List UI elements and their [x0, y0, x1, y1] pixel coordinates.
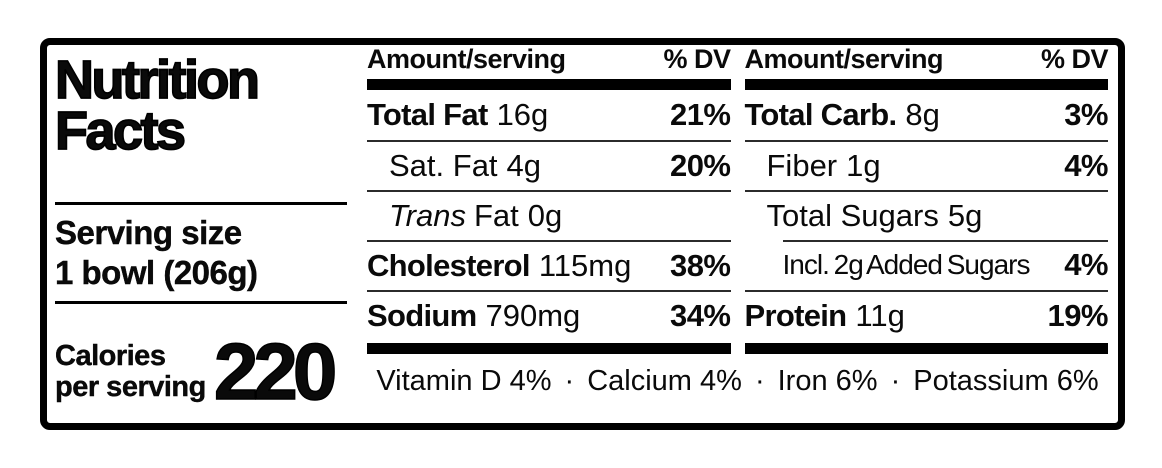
nutrient-amount: 5g: [947, 198, 983, 233]
nutrient-name-italic: Trans: [389, 198, 466, 233]
nutrient-amount: 8g: [905, 97, 940, 132]
column-header: Amount/serving % DV: [744, 44, 1109, 90]
dot-separator: ·: [890, 364, 901, 397]
nutrient-amount: 0g: [527, 198, 563, 233]
calories-label-line1: Calories: [55, 340, 166, 373]
nutrient-amount: 16g: [496, 97, 549, 132]
divider: [55, 301, 347, 305]
column-header: Amount/serving % DV: [367, 44, 731, 90]
calories-value: 220: [213, 327, 338, 417]
nutrient-amount: 790mg: [485, 298, 581, 333]
row-protein: Protein 11g 19%: [744, 290, 1108, 340]
micronutrient-name: Potassium: [913, 364, 1049, 397]
nutrient-column-1: Amount/serving % DV Total Fat 16g 21% Sa…: [367, 44, 731, 354]
nutrient-dv: 4%: [1064, 148, 1108, 183]
nutrient-dv: 34%: [669, 298, 731, 333]
nutrient-name: Total Carb.: [744, 97, 898, 132]
nutrient-amount: 11g: [855, 298, 905, 333]
micronutrient-dv: 6%: [835, 364, 878, 397]
micronutrient-potassium: Potassium 6%: [913, 365, 1098, 398]
micronutrients-row: Vitamin D 4% · Calcium 4% · Iron 6% · Po…: [367, 354, 1108, 408]
micronutrient-name: Iron: [777, 364, 828, 397]
label-title-line2: Facts: [54, 101, 187, 162]
amount-serving-header: Amount/serving: [744, 44, 944, 74]
nutrition-facts-label: Nutrition Facts Serving size 1 bowl (206…: [40, 38, 1125, 430]
micronutrient-dv: 4%: [700, 364, 742, 397]
nutrient-name: Fat: [473, 198, 519, 233]
label-left-section: Nutrition Facts Serving size 1 bowl (206…: [54, 45, 347, 423]
serving-size-block: Serving size 1 bowl (206g): [55, 213, 347, 294]
nutrient-dv: 21%: [669, 97, 731, 132]
micronutrient-iron: Iron 6%: [778, 365, 878, 398]
micronutrient-dv: 6%: [1056, 364, 1099, 397]
micronutrient-name: Vitamin D: [376, 364, 502, 397]
nutrient-column-2: Amount/serving % DV Total Carb. 8g 3% Fi…: [744, 44, 1109, 354]
amount-serving-header: Amount/serving: [367, 44, 566, 74]
serving-size-value: 1 bowl (206g): [55, 253, 258, 291]
label-title-line1: Nutrition: [54, 50, 261, 110]
nutrient-dv: 3%: [1064, 97, 1108, 132]
divider: [55, 201, 347, 205]
nutrient-name: Sat. Fat: [389, 148, 498, 183]
nutrient-name: Protein: [744, 298, 848, 333]
nutrient-dv: 20%: [669, 148, 731, 183]
calories-block: Calories per serving 220: [55, 327, 347, 417]
row-sat-fat: Sat. Fat 4g 20%: [367, 140, 731, 190]
nutrient-dv: 4%: [1064, 247, 1108, 282]
nutrient-name: Incl. 2g Added Sugars: [782, 249, 1031, 280]
nutrient-dv: 38%: [669, 248, 731, 283]
dot-separator: ·: [564, 364, 575, 397]
micronutrient-calcium: Calcium 4%: [587, 365, 742, 398]
calories-label-line2: per serving: [55, 371, 207, 404]
dv-header: % DV: [663, 44, 731, 74]
nutrient-columns: Amount/serving % DV Total Fat 16g 21% Sa…: [367, 44, 1109, 354]
nutrient-name: Cholesterol: [367, 248, 531, 283]
micronutrient-vitamin-d: Vitamin D 4%: [376, 365, 551, 398]
nutrient-amount: 115mg: [538, 248, 632, 283]
row-total-carb: Total Carb. 8g 3%: [745, 90, 1109, 140]
nutrient-name: Fiber: [766, 148, 838, 183]
calories-label: Calories per serving: [55, 340, 207, 404]
nutrient-table: Amount/serving % DV Total Fat 16g 21% Sa…: [367, 44, 1109, 423]
thick-divider: [367, 343, 731, 354]
serving-size-label: Serving size: [55, 213, 242, 251]
row-trans-fat: Trans Fat 0g: [367, 190, 731, 240]
nutrient-dv: 19%: [1047, 298, 1108, 333]
nutrient-amount: 1g: [846, 148, 881, 183]
row-cholesterol: Cholesterol 115mg 38%: [367, 240, 731, 290]
micronutrient-name: Calcium: [587, 364, 692, 397]
label-title: Nutrition Facts: [54, 50, 347, 162]
dv-header: % DV: [1040, 44, 1109, 74]
row-added-sugars: Incl. 2g Added Sugars 4%: [745, 240, 1108, 290]
row-fiber: Fiber 1g 4%: [744, 140, 1108, 190]
micronutrient-dv: 4%: [509, 364, 552, 397]
nutrient-name: Total Fat: [367, 97, 488, 132]
nutrient-name: Sodium: [367, 298, 477, 333]
thick-divider: [744, 343, 1108, 354]
row-sodium: Sodium 790mg 34%: [367, 290, 731, 340]
nutrient-name: Total Sugars: [766, 198, 939, 233]
dot-separator: ·: [754, 364, 765, 397]
row-total-sugars: Total Sugars 5g: [744, 190, 1108, 240]
row-total-fat: Total Fat 16g 21%: [367, 90, 731, 140]
nutrient-amount: 4g: [506, 148, 542, 183]
